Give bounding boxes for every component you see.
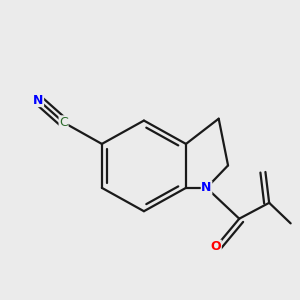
Text: C: C	[59, 116, 68, 129]
Text: N: N	[33, 94, 44, 106]
Text: N: N	[201, 182, 212, 194]
Text: O: O	[211, 240, 221, 253]
